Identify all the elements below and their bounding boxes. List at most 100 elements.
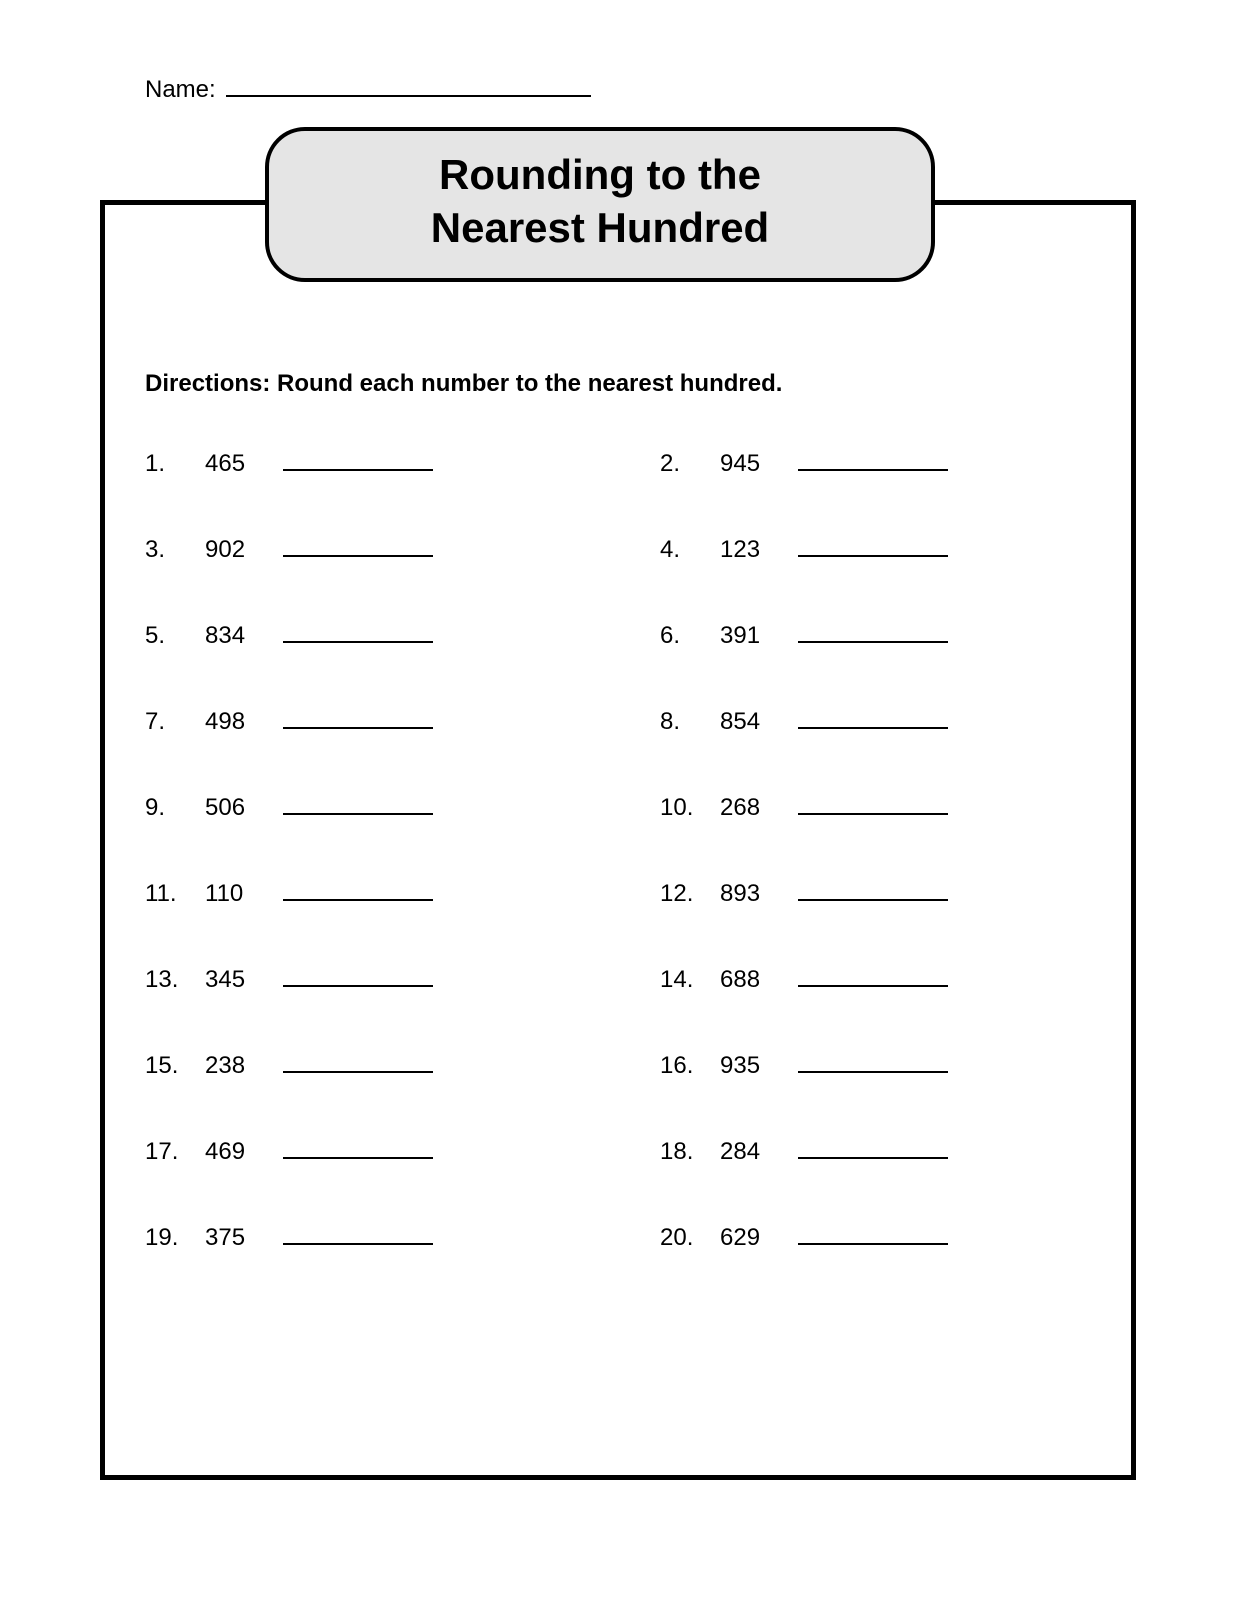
problem-number: 7. [145,708,205,736]
name-input-line[interactable] [226,75,591,97]
answer-blank[interactable] [798,623,948,643]
problem-item: 4. 123 [620,536,1095,564]
problem-value: 893 [720,880,790,908]
problem-value: 945 [720,450,790,478]
problem-item: 3. 902 [145,536,620,564]
answer-blank[interactable] [283,709,433,729]
problem-item: 18. 284 [620,1138,1095,1166]
answer-blank[interactable] [798,537,948,557]
problem-row: 11. 110 12. 893 [145,880,1095,908]
problem-value: 498 [205,708,275,736]
problem-value: 110 [205,880,275,908]
problem-number: 1. [145,450,205,478]
problem-row: 15. 238 16. 935 [145,1052,1095,1080]
problem-value: 284 [720,1138,790,1166]
answer-blank[interactable] [798,1053,948,1073]
answer-blank[interactable] [798,1225,948,1245]
problem-item: 2. 945 [620,450,1095,478]
answer-blank[interactable] [283,1053,433,1073]
problem-item: 16. 935 [620,1052,1095,1080]
problem-row: 13. 345 14. 688 [145,966,1095,994]
problem-item: 8. 854 [620,708,1095,736]
problem-number: 9. [145,794,205,822]
problem-item: 15. 238 [145,1052,620,1080]
problem-number: 6. [660,622,720,650]
problem-number: 3. [145,536,205,564]
answer-blank[interactable] [798,451,948,471]
problem-value: 375 [205,1224,275,1252]
problem-row: 5. 834 6. 391 [145,622,1095,650]
problem-number: 20. [660,1224,720,1252]
directions-text: Directions: Round each number to the nea… [145,370,782,398]
problem-item: 14. 688 [620,966,1095,994]
name-label: Name: [145,76,216,104]
problem-row: 19. 375 20. 629 [145,1224,1095,1252]
problem-item: 19. 375 [145,1224,620,1252]
problem-value: 834 [205,622,275,650]
problem-item: 13. 345 [145,966,620,994]
problem-value: 688 [720,966,790,994]
answer-blank[interactable] [798,709,948,729]
worksheet-box: Rounding to the Nearest Hundred Directio… [100,200,1136,1480]
problem-value: 238 [205,1052,275,1080]
problem-value: 469 [205,1138,275,1166]
problem-item: 20. 629 [620,1224,1095,1252]
problems-grid: 1. 465 2. 945 3. 902 4. 123 [145,450,1095,1310]
answer-blank[interactable] [283,451,433,471]
problem-value: 935 [720,1052,790,1080]
problem-value: 506 [205,794,275,822]
name-row: Name: [145,75,591,104]
problem-value: 123 [720,536,790,564]
problem-item: 12. 893 [620,880,1095,908]
problem-item: 6. 391 [620,622,1095,650]
problem-number: 16. [660,1052,720,1080]
answer-blank[interactable] [283,967,433,987]
answer-blank[interactable] [283,881,433,901]
problem-row: 17. 469 18. 284 [145,1138,1095,1166]
problem-value: 902 [205,536,275,564]
answer-blank[interactable] [283,795,433,815]
answer-blank[interactable] [283,1139,433,1159]
problem-item: 10. 268 [620,794,1095,822]
answer-blank[interactable] [798,881,948,901]
answer-blank[interactable] [798,967,948,987]
problem-item: 17. 469 [145,1138,620,1166]
problem-number: 19. [145,1224,205,1252]
problem-number: 2. [660,450,720,478]
answer-blank[interactable] [798,1139,948,1159]
problem-row: 7. 498 8. 854 [145,708,1095,736]
answer-blank[interactable] [283,623,433,643]
problem-number: 8. [660,708,720,736]
problem-item: 1. 465 [145,450,620,478]
answer-blank[interactable] [283,537,433,557]
problem-value: 854 [720,708,790,736]
problem-value: 629 [720,1224,790,1252]
problem-number: 10. [660,794,720,822]
problem-value: 391 [720,622,790,650]
problem-number: 15. [145,1052,205,1080]
problem-value: 268 [720,794,790,822]
problem-number: 18. [660,1138,720,1166]
problem-item: 11. 110 [145,880,620,908]
title-box: Rounding to the Nearest Hundred [265,127,935,282]
worksheet-page: Name: Rounding to the Nearest Hundred Di… [0,0,1236,1600]
problem-item: 9. 506 [145,794,620,822]
problem-number: 13. [145,966,205,994]
problem-row: 1. 465 2. 945 [145,450,1095,478]
title-line2: Nearest Hundred [289,202,911,255]
problem-item: 5. 834 [145,622,620,650]
problem-number: 4. [660,536,720,564]
problem-number: 14. [660,966,720,994]
answer-blank[interactable] [798,795,948,815]
answer-blank[interactable] [283,1225,433,1245]
problem-number: 17. [145,1138,205,1166]
problem-number: 11. [145,880,205,908]
problem-value: 345 [205,966,275,994]
problem-row: 9. 506 10. 268 [145,794,1095,822]
problem-number: 12. [660,880,720,908]
problem-item: 7. 498 [145,708,620,736]
problem-value: 465 [205,450,275,478]
problem-row: 3. 902 4. 123 [145,536,1095,564]
title-line1: Rounding to the [289,149,911,202]
problem-number: 5. [145,622,205,650]
